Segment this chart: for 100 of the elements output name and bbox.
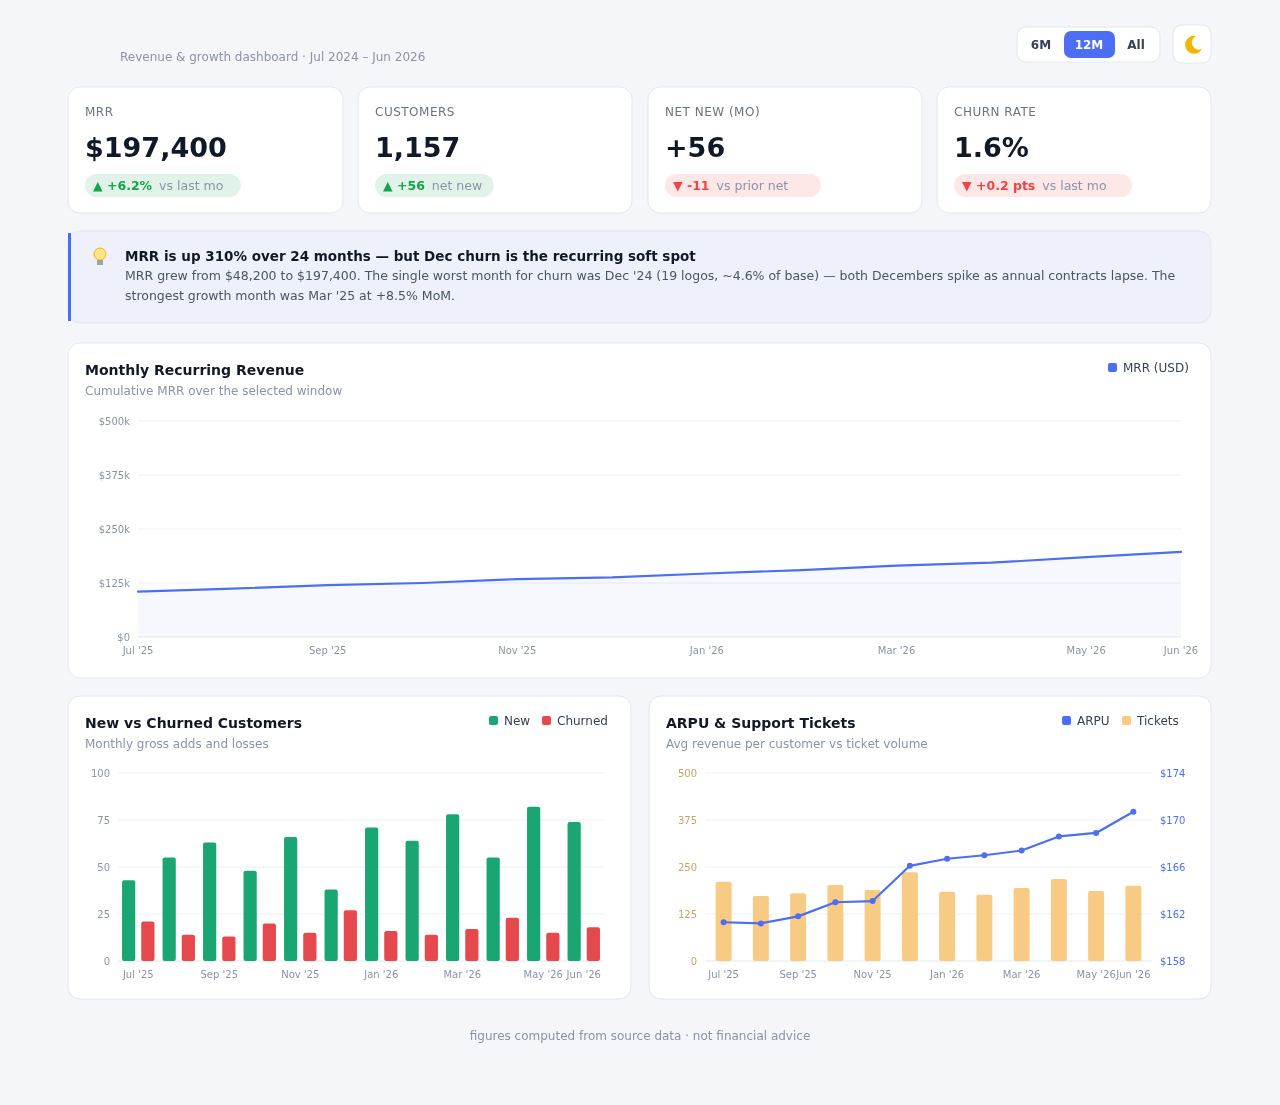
bar bbox=[424, 934, 438, 961]
text: ▲ +56 bbox=[383, 178, 426, 193]
bar bbox=[141, 921, 155, 961]
y-tick-label: 250 bbox=[677, 861, 697, 873]
point bbox=[720, 919, 727, 926]
bar bbox=[586, 927, 600, 961]
x-tick-label: May '26 bbox=[1076, 969, 1116, 980]
text: MRR is up 310% over 24 months — but Dec churn is the recurring soft spot bbox=[125, 248, 697, 264]
y2-tick-label: $166 bbox=[1160, 861, 1186, 873]
x-tick-label: Sep '25 bbox=[779, 969, 817, 980]
bar bbox=[262, 923, 276, 961]
x-tick-label: Jun '26 bbox=[565, 969, 601, 980]
x-tick-label: Jul '25 bbox=[121, 969, 154, 980]
point bbox=[1018, 847, 1025, 854]
text: CHURN RATE bbox=[954, 105, 1037, 119]
bar bbox=[1088, 891, 1105, 961]
legend-label: MRR (USD) bbox=[1123, 361, 1189, 375]
point bbox=[906, 862, 913, 869]
bar bbox=[162, 857, 176, 961]
y-tick-label: $500k bbox=[98, 415, 131, 427]
bar bbox=[1125, 885, 1142, 961]
y2-tick-label: $170 bbox=[1160, 814, 1186, 826]
x-tick-label: Jan '26 bbox=[929, 969, 965, 980]
text: 1.6% bbox=[954, 132, 1029, 163]
y-tick-label: 100 bbox=[90, 767, 110, 779]
point bbox=[757, 920, 764, 927]
bar bbox=[752, 895, 769, 961]
bar bbox=[405, 840, 419, 961]
x-tick-label: Jun '26 bbox=[1115, 969, 1151, 980]
bar bbox=[827, 885, 844, 961]
text: ▲ +6.2% bbox=[93, 178, 153, 193]
text: CUSTOMERS bbox=[375, 105, 455, 119]
text: ▼ +0.2 pts bbox=[962, 178, 1036, 193]
bar bbox=[567, 821, 581, 961]
bar bbox=[715, 881, 732, 961]
bar bbox=[976, 894, 993, 961]
y2-tick-label: $162 bbox=[1160, 908, 1186, 920]
x-tick-label: Mar '26 bbox=[1002, 969, 1041, 980]
x-tick-label: Jul '25 bbox=[707, 969, 739, 980]
point bbox=[1055, 833, 1062, 840]
bar bbox=[365, 827, 379, 961]
bar bbox=[384, 930, 398, 961]
point bbox=[832, 899, 839, 906]
bar bbox=[864, 889, 881, 961]
text: vs prior net bbox=[716, 178, 789, 193]
text: figures computed from source data · not financial advice bbox=[469, 1029, 811, 1043]
bar bbox=[243, 870, 257, 961]
text: +56 bbox=[665, 132, 726, 163]
y-tick-label: 500 bbox=[677, 767, 697, 779]
text: 6M bbox=[1030, 38, 1052, 52]
y-tick-label: $0 bbox=[117, 631, 130, 643]
legend-label: Churned bbox=[557, 714, 608, 728]
bar bbox=[1013, 888, 1030, 961]
y-tick-label: 125 bbox=[677, 908, 697, 920]
text: ▼ -11 bbox=[673, 178, 710, 193]
text: All bbox=[1127, 38, 1145, 52]
x-tick-label: Nov '25 bbox=[853, 969, 892, 980]
legend-label: Tickets bbox=[1136, 714, 1179, 728]
x-tick-label: Jan '26 bbox=[688, 645, 724, 656]
x-tick-label: Mar '26 bbox=[877, 645, 916, 656]
text: 12M bbox=[1074, 38, 1104, 52]
x-tick-label: Jul '25 bbox=[121, 645, 154, 656]
text: net new bbox=[431, 178, 483, 193]
text: MRR bbox=[85, 105, 114, 119]
y2-tick-label: $158 bbox=[1160, 955, 1186, 967]
y-tick-label: 50 bbox=[97, 861, 110, 873]
bar bbox=[181, 934, 195, 961]
bar bbox=[486, 857, 500, 961]
chart-title: Monthly Recurring Revenue bbox=[85, 362, 305, 378]
x-tick-label: Mar '26 bbox=[443, 969, 482, 980]
y-tick-label: 75 bbox=[97, 814, 110, 826]
bar bbox=[446, 814, 460, 961]
x-tick-label: Jun '26 bbox=[1162, 645, 1199, 656]
text: vs last mo bbox=[159, 178, 224, 193]
text: 1,157 bbox=[375, 132, 461, 163]
legend-label: ARPU bbox=[1077, 714, 1110, 728]
x-tick-label: Sep '25 bbox=[308, 645, 347, 656]
bar bbox=[303, 932, 317, 961]
point bbox=[869, 898, 876, 905]
x-tick-label: Nov '25 bbox=[498, 645, 537, 656]
bar bbox=[222, 936, 236, 961]
chart-title: New vs Churned Customers bbox=[85, 715, 303, 731]
point bbox=[1130, 808, 1137, 815]
bar bbox=[343, 910, 357, 961]
text: NET NEW (MO) bbox=[665, 105, 761, 119]
chart-subtitle: Avg revenue per customer vs ticket volume bbox=[666, 737, 928, 751]
bar bbox=[901, 872, 918, 961]
x-tick-label: May '26 bbox=[1066, 645, 1106, 656]
y-tick-label: $125k bbox=[98, 577, 131, 589]
bar bbox=[284, 836, 298, 961]
point bbox=[1093, 829, 1100, 836]
point bbox=[981, 852, 988, 859]
text: MRR grew from $48,200 to $197,400. The single worst month for churn was Dec '24 (19 logos, ~4.6% of base) — both Decembers spike as annual contracts lapse. The strongest growth month was Mar '25 at +8.5% MoM. bbox=[125, 267, 1177, 305]
chart-subtitle: Cumulative MRR over the selected window bbox=[85, 384, 343, 398]
y-tick-label: 375 bbox=[677, 814, 697, 826]
bar bbox=[122, 880, 136, 961]
bar bbox=[546, 932, 560, 961]
chart-title: ARPU & Support Tickets bbox=[666, 715, 856, 731]
bar bbox=[505, 917, 519, 961]
x-tick-label: Sep '25 bbox=[200, 969, 238, 980]
